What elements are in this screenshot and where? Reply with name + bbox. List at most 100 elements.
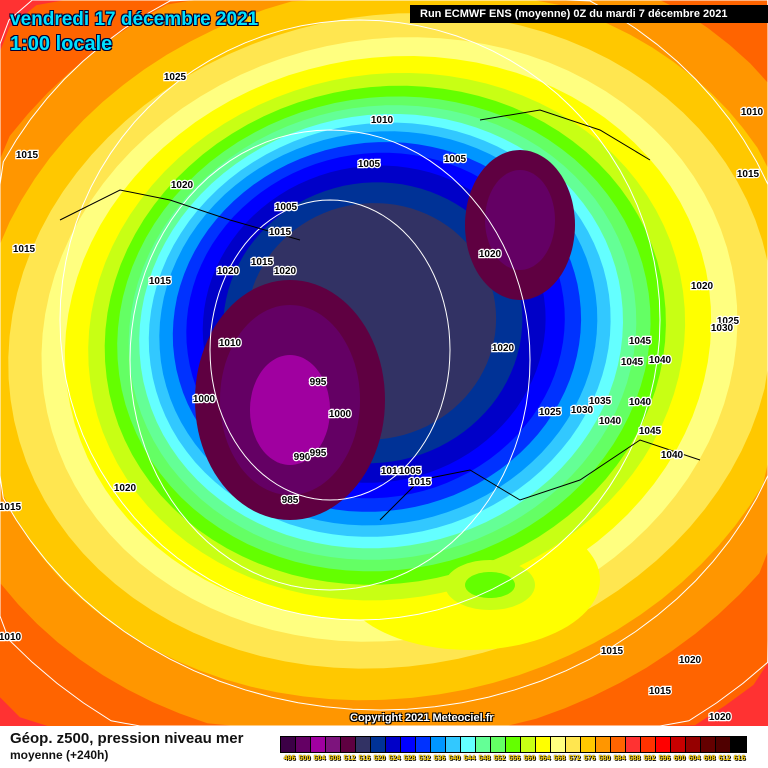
pressure-label: 1005 xyxy=(358,159,381,170)
pressure-label: 1015 xyxy=(149,276,172,287)
pressure-label: 1020 xyxy=(479,249,502,260)
color-swatch xyxy=(671,737,686,752)
map-title: Géop. z500, pression niveau mer xyxy=(10,730,244,747)
color-swatch xyxy=(731,737,746,752)
color-scale-label: 556 xyxy=(508,755,521,762)
color-scale-label: 576 xyxy=(583,755,596,762)
isobar xyxy=(0,0,768,711)
color-swatch xyxy=(491,737,506,752)
pressure-label: 1035 xyxy=(589,396,612,407)
pressure-label: 1020 xyxy=(114,483,137,494)
color-scale-label: 564 xyxy=(538,755,551,762)
pressure-label: 1045 xyxy=(629,336,652,347)
footer: Géop. z500, pression niveau mer moyenne … xyxy=(0,726,768,768)
pressure-label: 1005 xyxy=(399,466,422,477)
color-swatch xyxy=(446,737,461,752)
europe-ridge-band xyxy=(465,572,515,598)
color-swatch xyxy=(311,737,326,752)
color-scale-label: 532 xyxy=(418,755,431,762)
pressure-label: 985 xyxy=(282,495,299,506)
copyright: Copyright 2021 Meteociel.fr xyxy=(350,712,494,724)
pressure-label: 1020 xyxy=(679,655,702,666)
pressure-label: 1025 xyxy=(539,407,562,418)
color-scale-labels: 496 500 504 508 512 516 520 524 528 532 536 540 544 5… xyxy=(282,755,747,762)
low-pressure-core xyxy=(485,170,555,270)
color-scale-label: 508 xyxy=(328,755,341,762)
color-swatch xyxy=(701,737,716,752)
color-scale-label: 616 xyxy=(733,755,746,762)
color-scale-label: 536 xyxy=(433,755,446,762)
color-scale-label: 604 xyxy=(688,755,701,762)
pressure-label: 1000 xyxy=(193,394,216,405)
color-scale xyxy=(280,736,747,753)
color-scale-label: 524 xyxy=(388,755,401,762)
pressure-label: 1020 xyxy=(691,281,714,292)
color-swatch xyxy=(566,737,581,752)
pressure-label: 1015 xyxy=(269,227,292,238)
color-scale-label: 512 xyxy=(343,755,356,762)
pressure-label: 995 xyxy=(310,377,327,388)
color-swatch xyxy=(476,737,491,752)
color-swatch xyxy=(386,737,401,752)
color-swatch xyxy=(596,737,611,752)
pressure-label: 1045 xyxy=(639,426,662,437)
pressure-label: 1015 xyxy=(737,169,760,180)
color-scale-label: 592 xyxy=(643,755,656,762)
color-swatch xyxy=(656,737,671,752)
run-info: Run ECMWF ENS (moyenne) 0Z du mardi 7 dé… xyxy=(410,5,768,23)
color-scale-label: 540 xyxy=(448,755,461,762)
pressure-label: 1020 xyxy=(217,266,240,277)
color-scale-label: 500 xyxy=(298,755,311,762)
pressure-label: 1030 xyxy=(711,323,734,334)
pressure-label: 1010 xyxy=(219,338,242,349)
pressure-label: 1040 xyxy=(649,355,672,366)
forecast-time: 1:00 locale xyxy=(10,33,113,55)
pressure-label: 1025 xyxy=(164,72,187,83)
pressure-label: 1010 xyxy=(741,107,764,118)
color-swatch xyxy=(686,737,701,752)
color-scale-label: 612 xyxy=(718,755,731,762)
pressure-label: 1015 xyxy=(649,686,672,697)
color-swatch xyxy=(626,737,641,752)
pressure-label: 1015 xyxy=(601,646,624,657)
color-swatch xyxy=(401,737,416,752)
color-scale-label: 544 xyxy=(463,755,476,762)
pressure-label: 1040 xyxy=(629,397,652,408)
color-scale-label: 496 xyxy=(283,755,296,762)
color-scale-label: 584 xyxy=(613,755,626,762)
pressure-label: 1020 xyxy=(492,343,515,354)
color-swatch xyxy=(341,737,356,752)
pressure-label: 1020 xyxy=(274,266,297,277)
color-swatch xyxy=(641,737,656,752)
pressure-label: 1015 xyxy=(16,150,39,161)
color-scale-label: 580 xyxy=(598,755,611,762)
color-swatch xyxy=(431,737,446,752)
color-scale-label: 572 xyxy=(568,755,581,762)
pressure-label: 1015 xyxy=(409,477,432,488)
pressure-label: 995 xyxy=(310,448,327,459)
isobar xyxy=(209,199,451,501)
isobar xyxy=(129,129,531,591)
color-scale-label: 552 xyxy=(493,755,506,762)
pressure-label: 1040 xyxy=(661,450,684,461)
color-swatch xyxy=(521,737,536,752)
pressure-label: 1040 xyxy=(599,416,622,427)
color-swatch xyxy=(716,737,731,752)
isobar xyxy=(59,19,661,621)
pressure-label: 1015 xyxy=(13,244,36,255)
pressure-label: 1010 xyxy=(381,466,404,477)
pressure-label: 1005 xyxy=(444,154,467,165)
color-scale-label: 528 xyxy=(403,755,416,762)
color-scale-label: 548 xyxy=(478,755,491,762)
color-scale-label: 560 xyxy=(523,755,536,762)
pressure-label: 990 xyxy=(294,452,311,463)
pressure-label: 1005 xyxy=(275,202,298,213)
color-swatch xyxy=(356,737,371,752)
color-swatch xyxy=(536,737,551,752)
pressure-label: 1020 xyxy=(171,180,194,191)
pressure-label: 1015 xyxy=(251,257,274,268)
pressure-label: 1015 xyxy=(0,502,22,513)
color-swatch xyxy=(416,737,431,752)
